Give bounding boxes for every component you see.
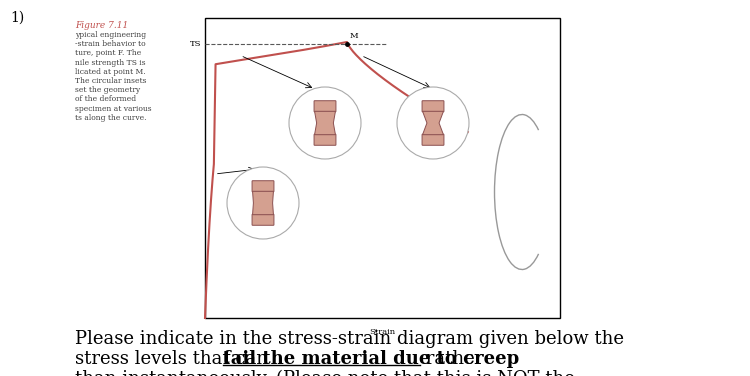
FancyBboxPatch shape	[314, 101, 336, 112]
FancyBboxPatch shape	[314, 134, 336, 145]
Text: set the geometry: set the geometry	[75, 86, 140, 94]
Circle shape	[289, 87, 361, 159]
Text: ypical engineering: ypical engineering	[75, 31, 146, 39]
Text: of the deformed: of the deformed	[75, 96, 136, 103]
Text: Figure 7.11: Figure 7.11	[75, 21, 128, 30]
FancyBboxPatch shape	[422, 134, 444, 145]
FancyBboxPatch shape	[422, 101, 444, 112]
Bar	[205, 18, 560, 318]
Polygon shape	[422, 111, 443, 135]
Text: 1): 1)	[10, 11, 24, 25]
Text: fail the material due to creep: fail the material due to creep	[223, 350, 519, 368]
Text: M: M	[350, 32, 358, 39]
Polygon shape	[314, 111, 335, 135]
Polygon shape	[253, 191, 274, 215]
Text: Strain: Strain	[370, 328, 395, 336]
Text: stress levels that can: stress levels that can	[75, 350, 274, 368]
FancyBboxPatch shape	[252, 214, 274, 225]
Text: specimen at various: specimen at various	[75, 105, 152, 112]
Circle shape	[397, 87, 469, 159]
Text: ture, point F. The: ture, point F. The	[75, 49, 141, 58]
Text: nile strength TS is: nile strength TS is	[75, 59, 146, 67]
Text: Please indicate in the stress-strain diagram given below the: Please indicate in the stress-strain dia…	[75, 330, 624, 348]
Text: TS: TS	[190, 39, 201, 47]
Text: licated at point M.: licated at point M.	[75, 68, 146, 76]
Text: than instantaneously. (Please note that this is NOT the: than instantaneously. (Please note that …	[75, 370, 574, 376]
Text: rather: rather	[420, 350, 483, 368]
Circle shape	[227, 167, 299, 239]
Text: ts along the curve.: ts along the curve.	[75, 114, 146, 122]
Text: -strain behavior to: -strain behavior to	[75, 40, 146, 48]
Text: The circular insets: The circular insets	[75, 77, 146, 85]
FancyBboxPatch shape	[252, 181, 274, 192]
